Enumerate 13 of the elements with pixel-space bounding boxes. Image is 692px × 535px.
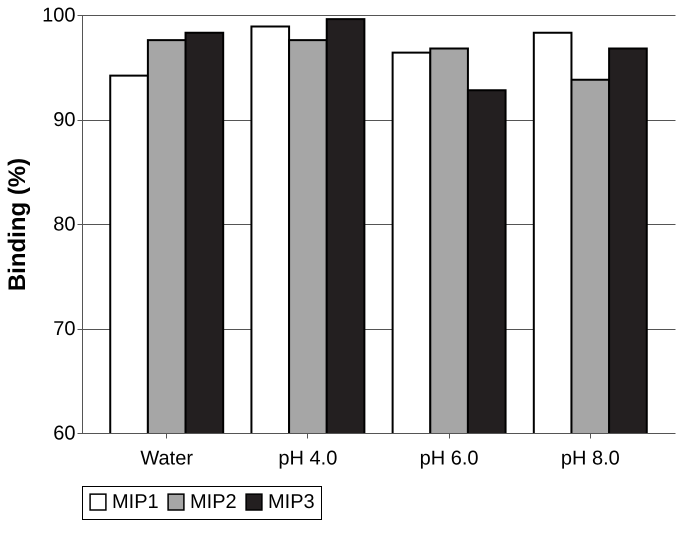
x-tick-label: pH 6.0 [420, 448, 479, 470]
y-tick-label: 80 [53, 214, 76, 236]
x-tick-label: Water [140, 448, 194, 470]
y-tick-label: 100 [42, 4, 76, 26]
x-tick-label: pH 8.0 [560, 448, 620, 470]
y-tick-label: 60 [53, 422, 76, 444]
y-tick-label: 70 [53, 318, 76, 340]
legend-label: MIP2 [190, 491, 237, 514]
x-tick-label: pH 4.0 [278, 448, 338, 470]
legend-label: MIP3 [268, 491, 315, 514]
legend-label: MIP1 [112, 491, 159, 514]
y-tick-label: 90 [53, 109, 76, 131]
y-axis-title: Binding (%) [4, 158, 32, 292]
